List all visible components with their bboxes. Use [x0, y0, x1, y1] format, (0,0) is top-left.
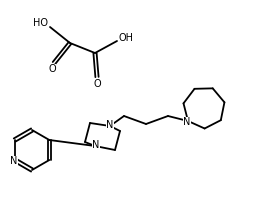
- Text: OH: OH: [118, 33, 133, 43]
- Text: N: N: [92, 140, 100, 150]
- Text: O: O: [48, 64, 56, 74]
- Text: N: N: [183, 117, 191, 127]
- Text: N: N: [10, 156, 17, 166]
- Text: O: O: [93, 79, 101, 89]
- Text: HO: HO: [33, 18, 49, 28]
- Text: N: N: [106, 120, 114, 130]
